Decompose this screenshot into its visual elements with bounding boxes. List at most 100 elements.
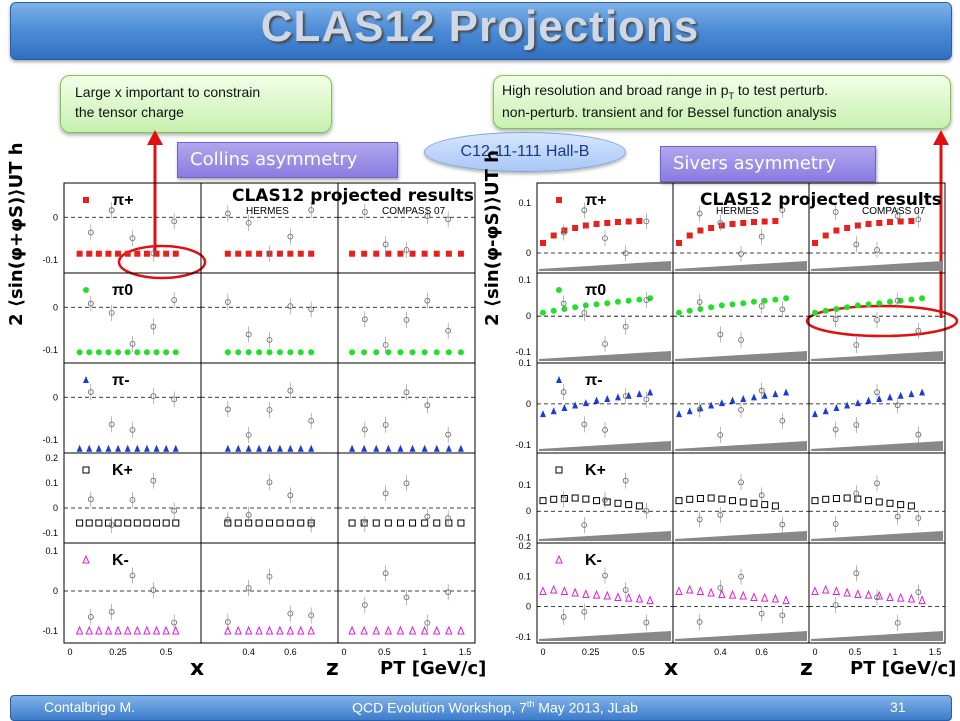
y-tick-label: -0.1 bbox=[515, 632, 531, 642]
hadron-legend-marker bbox=[555, 554, 563, 564]
hadron-label: π+ bbox=[112, 192, 134, 209]
sivers-xlabel-z: z bbox=[800, 656, 813, 681]
sivers-ylabel: 2 ⟨sin(φ-φS)⟩UT h bbox=[482, 150, 503, 326]
clas12-point bbox=[266, 444, 273, 452]
panel-frame bbox=[672, 452, 810, 544]
clas12-point bbox=[549, 584, 558, 594]
clas12-point bbox=[245, 444, 252, 452]
sivers-xlabel-pt: PT [GeV/c] bbox=[850, 658, 957, 679]
y-tick-label: 0.1 bbox=[518, 358, 531, 368]
clas12-point bbox=[718, 222, 725, 229]
clas12-point bbox=[750, 219, 757, 225]
hadron-legend-marker bbox=[82, 554, 90, 564]
clas12-point bbox=[897, 218, 904, 225]
collins-ylabel: 2 ⟨sin(φ+φS)⟩UT h bbox=[6, 142, 27, 326]
clas12-point bbox=[686, 307, 693, 314]
clas12-point bbox=[143, 349, 150, 356]
clas12-point bbox=[445, 250, 452, 257]
y-tick-label: 0.1 bbox=[45, 478, 58, 488]
clas12-point bbox=[396, 625, 405, 635]
clas12-point bbox=[133, 519, 141, 527]
systematic-band bbox=[539, 441, 671, 451]
clas12-point bbox=[245, 250, 252, 257]
clas12-point bbox=[373, 444, 380, 452]
clas12-point bbox=[833, 227, 840, 234]
clas12-point bbox=[865, 497, 873, 505]
collins-xlabel-x: x bbox=[190, 656, 205, 681]
clas12-point bbox=[636, 390, 643, 398]
hadron-label: π+ bbox=[585, 192, 607, 209]
clas12-point bbox=[86, 250, 93, 257]
clas12-point bbox=[625, 297, 632, 304]
panel-frame bbox=[337, 542, 476, 644]
clas12-point bbox=[421, 519, 429, 527]
clas12-point bbox=[297, 519, 305, 527]
clas12-point bbox=[95, 349, 102, 356]
clas12-point bbox=[124, 349, 131, 356]
clas12-point bbox=[133, 625, 142, 635]
hadron-legend-marker bbox=[555, 466, 563, 474]
clas12-point bbox=[832, 495, 840, 503]
clas12-point bbox=[729, 301, 736, 308]
clas12-point bbox=[886, 393, 893, 401]
clas12-point bbox=[708, 401, 715, 409]
hadron-label: π- bbox=[112, 372, 130, 389]
x-tick-label: 0.5 bbox=[378, 647, 391, 657]
collins-xlabel-pt: PT [GeV/c] bbox=[380, 658, 487, 679]
panel-frame bbox=[200, 452, 339, 544]
x-tick-label: 0 bbox=[341, 647, 346, 657]
clas12-point bbox=[360, 519, 368, 527]
x-tick-label: 0.5 bbox=[632, 647, 645, 657]
sivers-asymmetry-label: Sivers asymmetry bbox=[660, 146, 876, 182]
clas12-point bbox=[740, 395, 747, 402]
clas12-point bbox=[408, 625, 417, 635]
x-tick-label: 1 bbox=[422, 647, 427, 657]
clas12-point bbox=[152, 625, 161, 635]
highlight-ellipse-left bbox=[117, 244, 207, 280]
systematic-band bbox=[539, 261, 671, 271]
clas12-point bbox=[255, 625, 263, 635]
clas12-point bbox=[286, 625, 295, 635]
clas12-point bbox=[760, 592, 769, 602]
hadron-label: π0 bbox=[112, 282, 133, 299]
systematic-band bbox=[675, 351, 807, 361]
clas12-point bbox=[675, 586, 683, 595]
hadron-label: π0 bbox=[585, 282, 606, 299]
clas12-point bbox=[172, 444, 179, 452]
clas12-point bbox=[811, 586, 819, 595]
clas12-point bbox=[876, 395, 883, 402]
y-tick-label: 0 bbox=[53, 212, 58, 222]
footer-author: Contalbrigo M. bbox=[44, 699, 136, 715]
clas12-point bbox=[124, 444, 131, 452]
clas12-point bbox=[172, 625, 180, 635]
systematic-band bbox=[539, 631, 671, 641]
x-tick-label: 0 bbox=[540, 647, 545, 657]
x-tick-label: 0 bbox=[67, 647, 72, 657]
clas12-point bbox=[114, 625, 122, 635]
collins-grid: 0 -0.1 π+ 0 -0.1 π0 0 -0.1 π- 0.2 0.1 0 -0.1 K+ 0.1 0 -0… bbox=[42, 182, 476, 657]
clas12-point bbox=[729, 221, 736, 227]
clas12-point bbox=[421, 444, 428, 452]
clas12-point bbox=[593, 396, 600, 404]
systematic-band bbox=[675, 261, 807, 271]
clas12-point bbox=[276, 250, 283, 257]
clas12-point bbox=[854, 589, 862, 599]
clas12-point bbox=[143, 444, 150, 452]
clas12-point bbox=[75, 625, 84, 635]
clas12-point bbox=[675, 497, 683, 505]
clas12-point bbox=[373, 250, 380, 257]
callout-left-line2: the tensor charge bbox=[75, 104, 184, 120]
clas12-point bbox=[224, 625, 232, 635]
y-tick-label: 0 bbox=[53, 392, 58, 402]
clas12-point bbox=[697, 227, 704, 234]
clas12-point bbox=[286, 519, 294, 527]
clas12-point bbox=[614, 393, 621, 401]
clas12-point bbox=[561, 306, 568, 312]
clas12-point bbox=[540, 309, 546, 316]
clas12-point bbox=[886, 298, 893, 305]
clas12-point bbox=[783, 388, 790, 396]
callout-high-resolution: High resolution and broad range in pT to… bbox=[493, 75, 951, 129]
clas12-point bbox=[572, 225, 579, 231]
collins-asymmetry-label: Collins asymmetry bbox=[177, 142, 398, 178]
clas12-point bbox=[385, 250, 392, 257]
